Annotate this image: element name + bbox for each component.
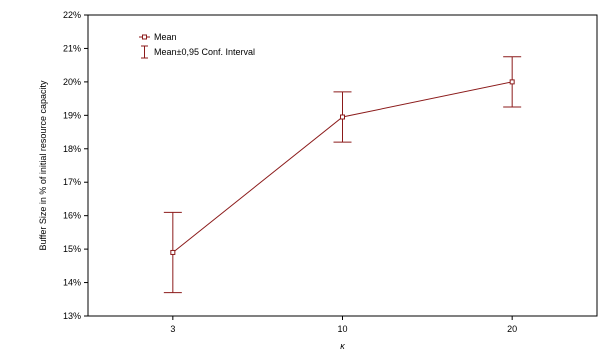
plot-area-border	[87, 14, 598, 317]
y-tick-label: 16%	[63, 211, 81, 221]
x-tick-label: 20	[507, 324, 517, 334]
y-tick-label: 14%	[63, 278, 81, 288]
legend-ci-label: Mean±0,95 Conf. Interval	[154, 47, 255, 57]
y-tick-label: 21%	[63, 43, 81, 53]
y-tick-label: 17%	[63, 177, 81, 187]
x-tick-label: 10	[337, 324, 347, 334]
y-tick-label: 13%	[63, 311, 81, 321]
y-tick-label: 20%	[63, 77, 81, 87]
mean-point	[170, 249, 176, 255]
legend: Mean Mean±0,95 Conf. Interval	[139, 32, 255, 59]
legend-mean-label: Mean	[154, 32, 177, 42]
y-tick-label: 18%	[63, 144, 81, 154]
series-layer	[163, 56, 522, 294]
y-tick-label: 22%	[63, 10, 81, 20]
x-axis: 3 10 20	[170, 316, 517, 334]
y-axis: 13% 14% 15% 16% 17% 18% 19% 20% 21% 22%	[63, 10, 88, 321]
y-tick-label: 15%	[63, 244, 81, 254]
x-tick-label: 3	[170, 324, 175, 334]
legend-mean-marker	[142, 34, 147, 40]
x-axis-title: κ	[340, 341, 345, 351]
plot-frame	[87, 14, 598, 317]
mean-point	[340, 114, 345, 120]
y-axis-title: Buffer Size in % of initial resource cap…	[38, 80, 48, 250]
y-tick-label: 19%	[63, 110, 81, 120]
mean-point	[509, 79, 515, 85]
